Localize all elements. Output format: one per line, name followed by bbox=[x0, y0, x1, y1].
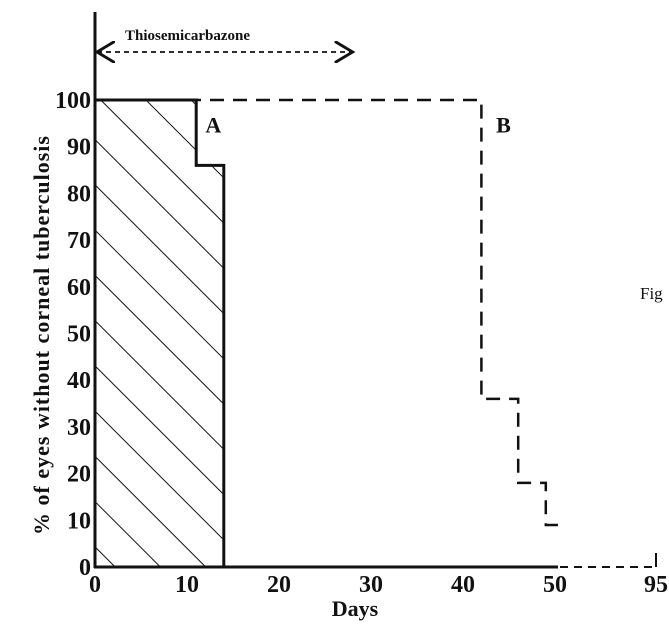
y-tick-label: 90 bbox=[67, 135, 91, 161]
y-tick-label: 30 bbox=[67, 415, 91, 441]
y-tick-label: 50 bbox=[67, 322, 91, 348]
y-tick-label: 10 bbox=[67, 508, 91, 534]
curve-a-label: A bbox=[205, 113, 221, 138]
y-tick-labels: 0 10 20 30 40 50 60 70 80 90 100 bbox=[55, 88, 91, 581]
treatment-label: Thiosemicarbazone bbox=[125, 28, 250, 44]
x-tick-label: 0 bbox=[89, 572, 101, 598]
x-tick-label: 50 bbox=[543, 572, 567, 598]
curve-a-line bbox=[95, 98, 226, 567]
curve-a-hatched-area bbox=[95, 100, 224, 567]
curve-b-label: B bbox=[496, 113, 511, 138]
x-tick-label: 10 bbox=[175, 572, 199, 598]
y-tick-label: 70 bbox=[67, 228, 91, 254]
x-tick-label: 95 bbox=[644, 572, 668, 598]
y-axis-title: % of eyes without corneal tuberculosis bbox=[29, 135, 54, 535]
figure-label: Fig bbox=[640, 284, 663, 303]
x-tick-label: 20 bbox=[267, 572, 291, 598]
y-tick-label: 60 bbox=[67, 275, 91, 301]
x-axis-title: Days bbox=[332, 596, 379, 621]
x-tick-label: 30 bbox=[359, 572, 383, 598]
y-tick-label: 80 bbox=[67, 181, 91, 207]
curve-b-line bbox=[95, 98, 565, 527]
y-tick-label: 20 bbox=[67, 462, 91, 488]
y-tick-label: 100 bbox=[55, 88, 91, 114]
x-tick-labels: 0 10 20 30 40 50 95 bbox=[89, 572, 668, 598]
x-tick-label: 40 bbox=[451, 572, 475, 598]
y-tick-label: 0 bbox=[79, 555, 91, 581]
y-tick-label: 40 bbox=[67, 368, 91, 394]
